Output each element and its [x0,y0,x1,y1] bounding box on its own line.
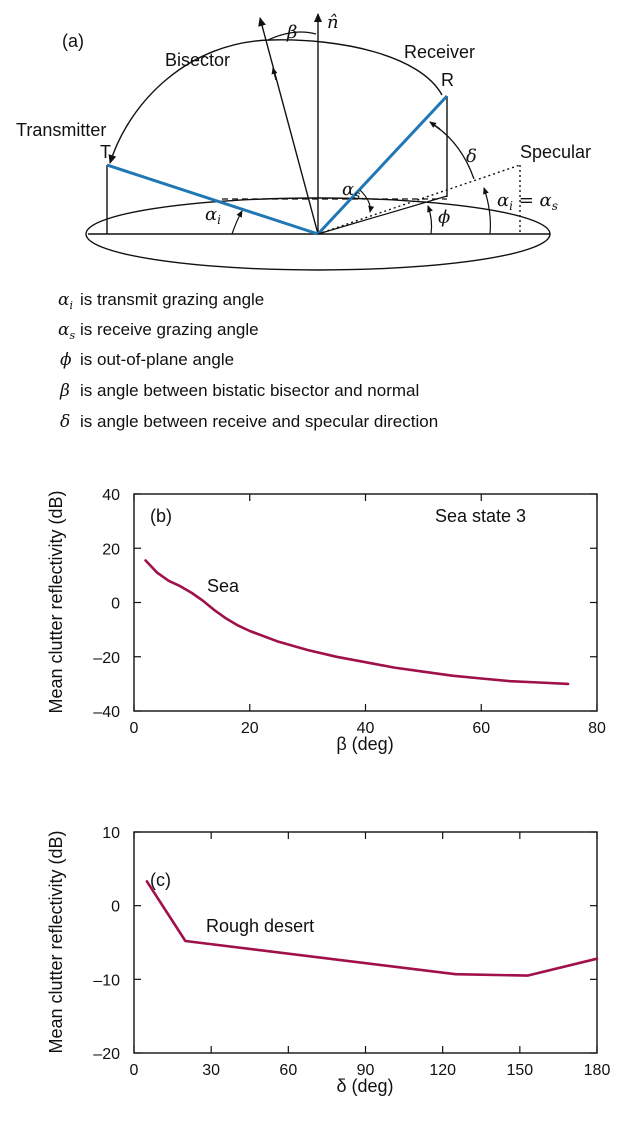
legend-text: is angle between bistatic bisector and n… [80,381,419,400]
x-axis-title: β (deg) [336,734,393,754]
transmitter-label: Transmitter [16,120,106,140]
y-tick-label: 10 [102,825,120,842]
tick-group: 0 30 60 90 120 150 180 –20 –10 0 10 [93,825,610,1079]
legend-symbol: δ [60,412,70,432]
x-tick-label: 60 [279,1062,297,1079]
delta-arrow [429,121,441,130]
x-tick-label: 30 [202,1062,220,1079]
transmitter-letter: T [100,142,111,162]
alpha-i-arc [231,210,243,235]
y-axis-title: Mean clutter reflectivity (dB) [46,830,66,1053]
y-tick-label: –20 [93,1046,120,1063]
y-tick-label: 0 [111,596,120,613]
series-line [144,559,570,686]
panel-label: (b) [150,506,172,526]
normal-label: n̂ [327,12,339,33]
beta-arc [267,31,317,41]
transmit-path [106,163,319,236]
x-tick-label: 80 [588,720,606,737]
legend-symbol: αi [58,290,73,312]
x-tick-label: 120 [429,1062,456,1079]
x-tick-label: 0 [130,720,139,737]
x-tick-label: 60 [472,720,490,737]
x-tick-label: 150 [506,1062,533,1079]
legend-text: is receive grazing angle [80,320,259,339]
legend-row-alpha-i: αi is transmit grazing angle [58,290,264,312]
legend-row-phi: ϕ is out-of-plane angle [60,350,234,370]
x-tick-label: 180 [584,1062,611,1079]
y-tick-label: 0 [111,899,120,916]
y-tick-label: –10 [93,972,120,989]
legend-row-alpha-s: αs is receive grazing angle [58,320,259,342]
series-group [144,559,570,686]
series-line [145,880,599,977]
legend-row-delta: δ is angle between receive and specular … [60,412,438,432]
alpha-i-label: αi [205,204,221,227]
legend-symbol: αs [58,320,75,342]
receive-path [316,94,449,236]
delta-label: δ [466,146,477,167]
y-tick-label: –20 [93,650,120,667]
beta-label: β [286,22,297,43]
y-tick-label: 20 [102,541,120,558]
x-axis-title: δ (deg) [336,1076,393,1096]
legend-text: is transmit grazing angle [80,290,264,309]
phi-label: ϕ [438,207,450,228]
alpha-eq-label: αi = αs [497,190,558,213]
receiver-label: Receiver [404,42,475,62]
x-tick-label: 90 [357,1062,375,1079]
bisector-label: Bisector [165,50,230,70]
legend-row-beta: β is angle between bistatic bisector and… [59,381,419,401]
y-axis-title: Mean clutter reflectivity (dB) [46,490,66,713]
bisector-mid-arrow [271,67,278,81]
series-label: Rough desert [206,916,314,936]
ground-ray [317,195,448,235]
y-tick-label: 40 [102,487,120,504]
phi-arc [427,205,433,235]
sea-clutter-chart: 0 20 40 60 80 –40 –20 0 20 40 (b) Sea state 3 Sea… [46,487,606,754]
legend-text: is angle between receive and specular di… [80,412,438,431]
legend-text: is out-of-plane angle [80,350,234,369]
specular-label: Specular [520,142,591,162]
x-tick-label: 0 [130,1062,139,1079]
receiver-letter: R [441,70,454,90]
chart-annotation: Sea state 3 [435,506,526,526]
series-group [145,880,599,977]
symbol-legend: αi is transmit grazing angle αs is recei… [58,290,438,432]
bisector-arrow [258,17,319,235]
panel-label: (c) [150,870,171,890]
tr-arc [108,39,443,164]
alpha-s-label: αs [342,179,360,202]
legend-symbol: ϕ [60,350,72,370]
tick-group: 0 20 40 60 80 –40 –20 0 20 40 [93,487,606,737]
x-tick-label: 20 [241,720,259,737]
alpha-s-arc [359,189,375,213]
geometry-diagram: (a) n̂ Bisector β Transmitter T Receiver… [16,12,591,271]
x-tick-label: 40 [357,720,375,737]
specular-ray [317,164,521,235]
series-label: Sea [207,576,240,596]
y-tick-label: –40 [93,704,120,721]
panel-a-label: (a) [62,31,84,51]
legend-symbol: β [59,381,70,401]
alpha-eq-arc [483,187,491,235]
desert-clutter-chart: 0 30 60 90 120 150 180 –20 –10 0 10 (c) Rough dese… [46,825,610,1096]
